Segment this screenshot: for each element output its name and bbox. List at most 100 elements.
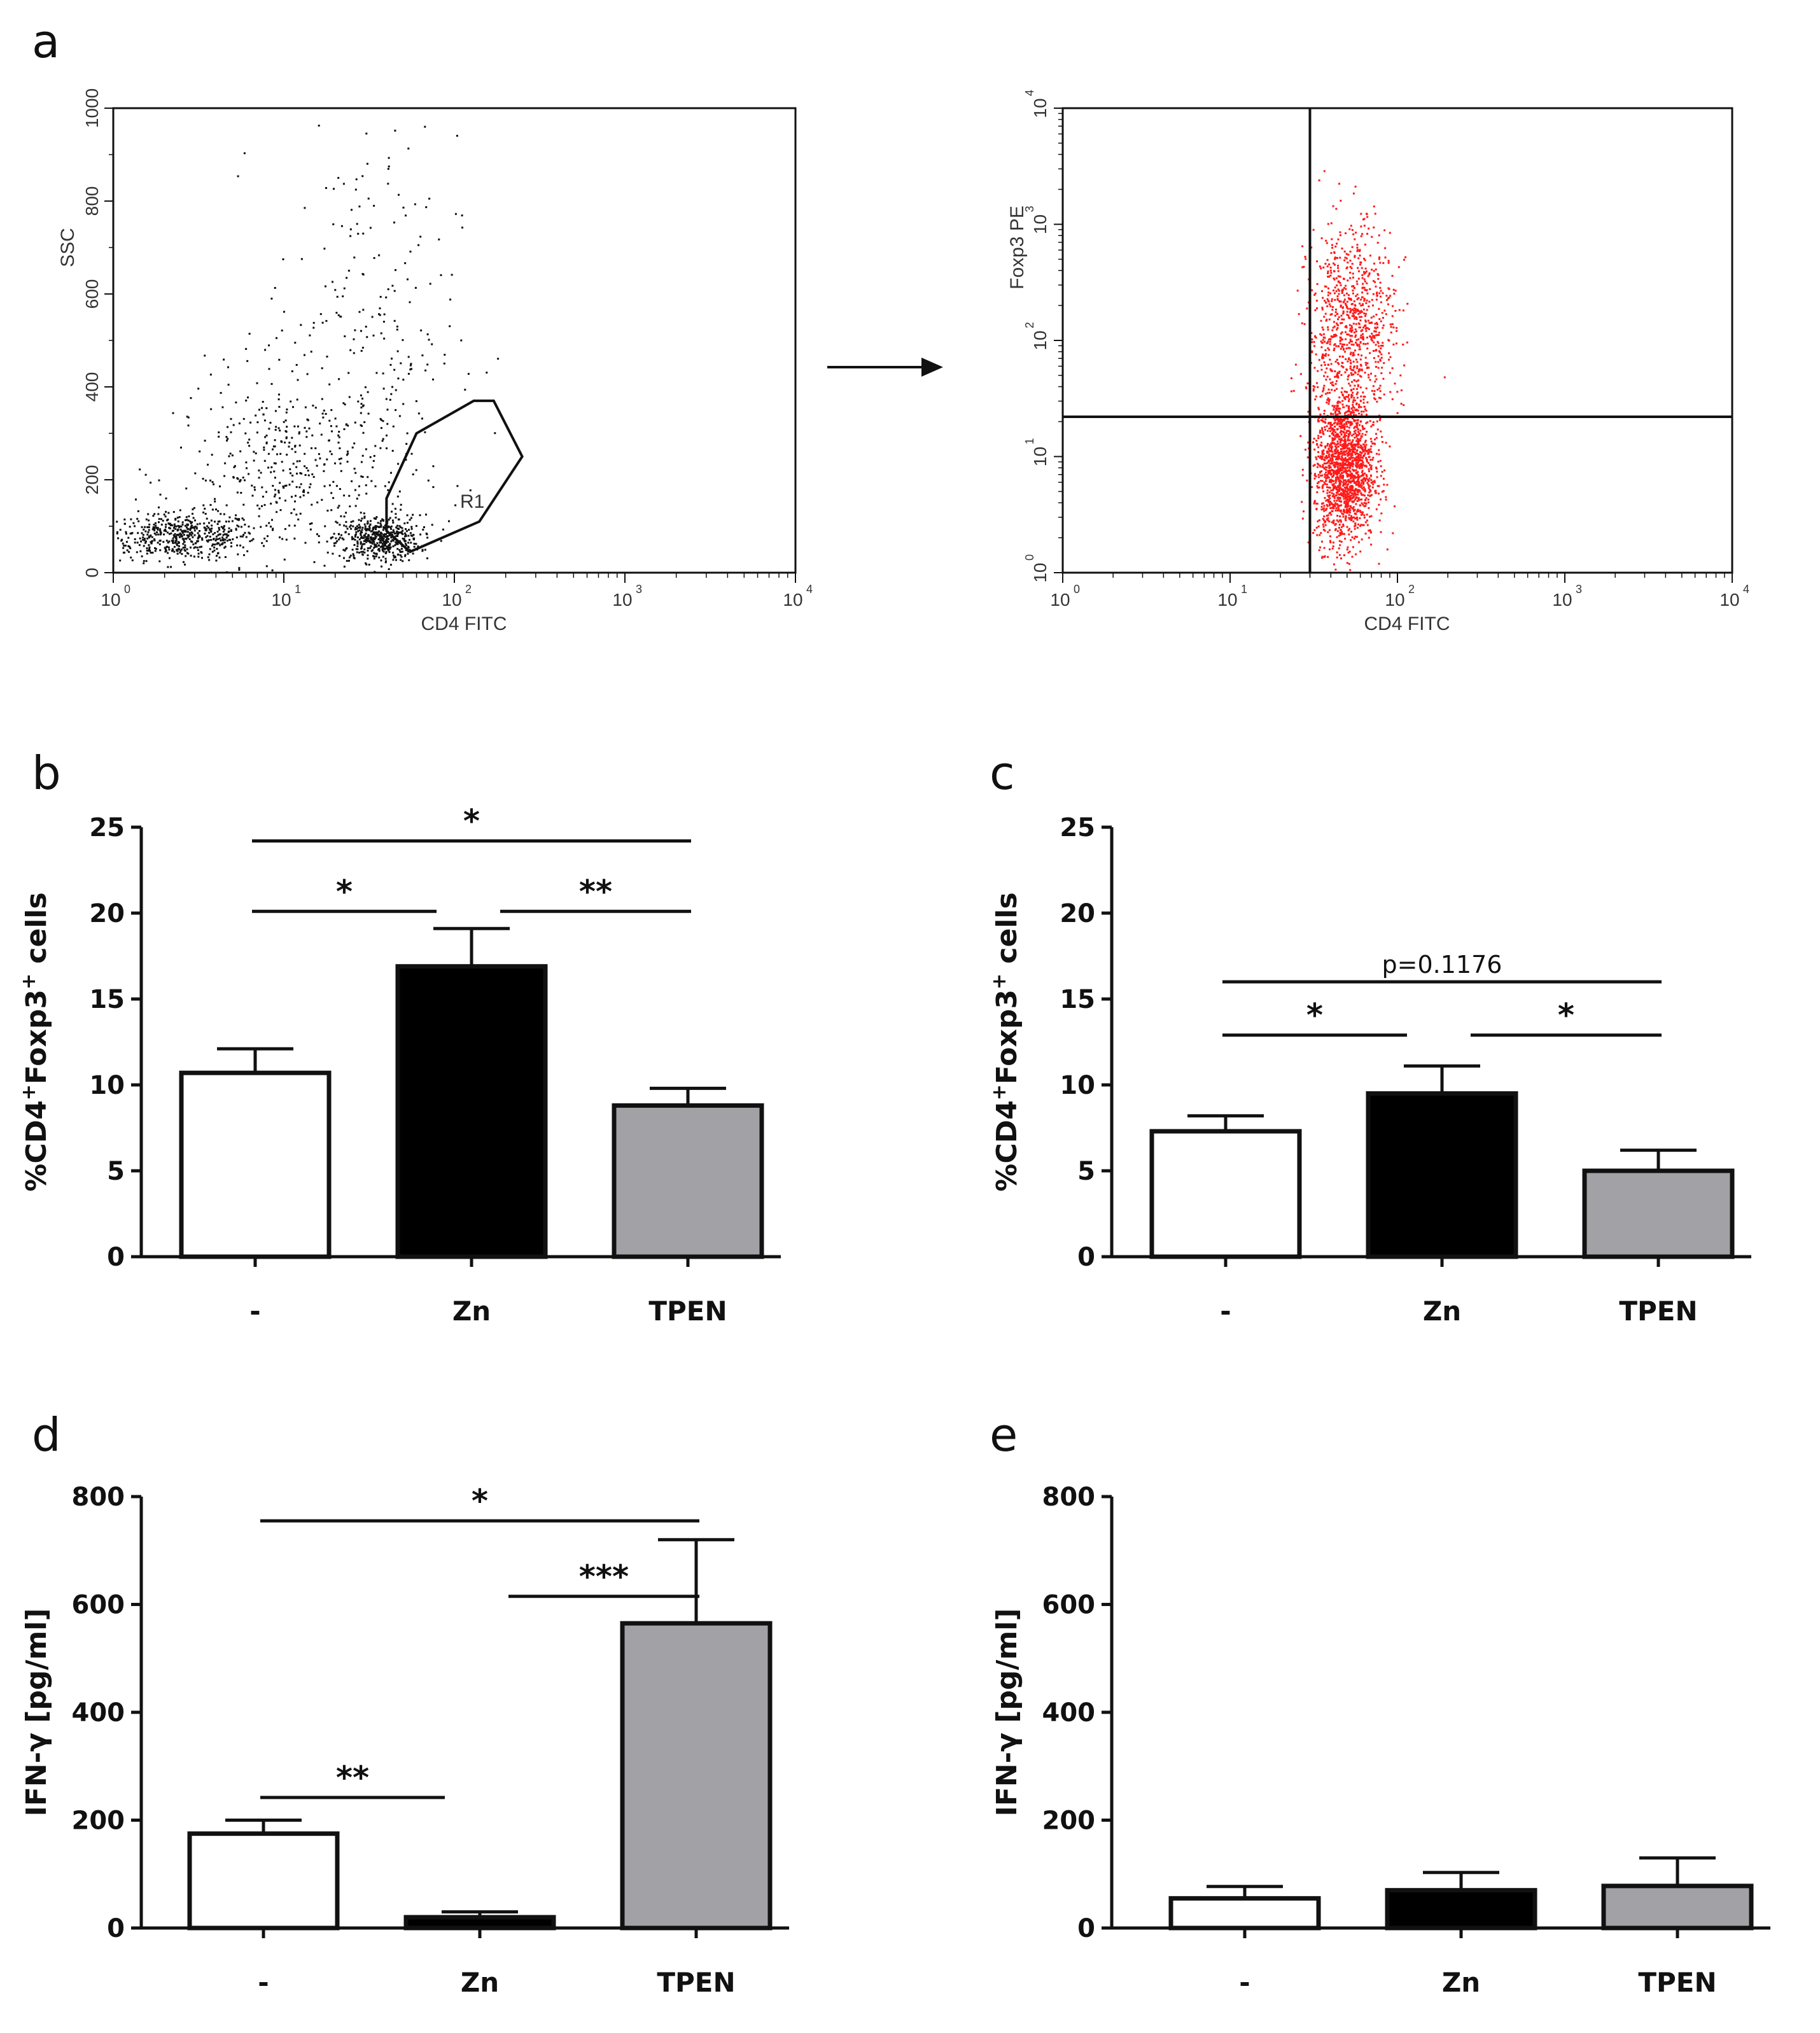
- event-point: [1323, 361, 1326, 363]
- event-point: [1318, 359, 1320, 361]
- event-point: [1364, 489, 1366, 492]
- event-point: [1350, 474, 1353, 477]
- event-point: [1343, 287, 1345, 290]
- event-point: [454, 213, 457, 215]
- event-point: [1341, 457, 1343, 459]
- event-point: [1326, 508, 1328, 510]
- event-point: [217, 510, 220, 512]
- event-point: [164, 528, 167, 531]
- event-point: [1326, 466, 1328, 469]
- event-point: [1336, 515, 1339, 517]
- event-point: [158, 518, 160, 520]
- event-point: [342, 402, 345, 405]
- event-point: [392, 529, 395, 531]
- event-point: [1313, 437, 1315, 440]
- x-tick-label: 10: [442, 590, 461, 610]
- event-point: [1342, 476, 1344, 479]
- event-point: [1338, 508, 1340, 510]
- event-point: [1321, 487, 1324, 489]
- event-point: [1340, 444, 1342, 446]
- event-point: [375, 535, 377, 538]
- event-point: [1352, 406, 1354, 409]
- event-point: [1329, 368, 1332, 370]
- event-point: [1320, 436, 1322, 438]
- bar: [1168, 1896, 1321, 1931]
- event-point: [1375, 492, 1377, 494]
- event-point: [1338, 400, 1340, 403]
- event-point: [1369, 451, 1371, 453]
- event-point: [1360, 304, 1362, 307]
- event-point: [1352, 463, 1354, 465]
- event-point: [272, 485, 274, 487]
- event-point: [1361, 487, 1364, 489]
- event-point: [1345, 446, 1347, 449]
- event-point: [374, 537, 377, 540]
- event-point: [291, 437, 293, 439]
- event-point: [1359, 517, 1361, 519]
- event-point: [1341, 318, 1343, 321]
- event-point: [239, 535, 242, 538]
- event-point: [373, 555, 375, 558]
- event-point: [1312, 388, 1315, 391]
- event-point: [1375, 314, 1378, 316]
- event-point: [1336, 405, 1338, 408]
- event-point: [1301, 322, 1303, 325]
- event-point: [1331, 442, 1334, 445]
- event-point: [1321, 290, 1323, 293]
- event-point: [1331, 424, 1333, 426]
- event-point: [1359, 451, 1361, 453]
- event-point: [375, 544, 377, 546]
- bar: [1366, 1091, 1518, 1259]
- event-point: [1394, 382, 1396, 385]
- event-point: [309, 483, 312, 486]
- event-point: [409, 368, 412, 371]
- event-point: [1336, 519, 1338, 522]
- event-point: [220, 513, 222, 515]
- event-point: [1348, 470, 1351, 472]
- event-point: [350, 520, 353, 523]
- event-point: [1354, 535, 1357, 538]
- event-point: [187, 527, 190, 530]
- event-point: [1361, 479, 1364, 482]
- event-point: [1343, 459, 1345, 462]
- event-point: [1362, 398, 1365, 401]
- event-point: [204, 513, 207, 515]
- event-point: [1355, 402, 1358, 405]
- event-point: [1398, 309, 1401, 311]
- event-point: [1375, 437, 1378, 439]
- event-point: [1388, 288, 1390, 290]
- event-point: [1336, 466, 1339, 468]
- event-point: [1354, 426, 1356, 428]
- event-point: [1334, 389, 1336, 392]
- event-point: [277, 427, 280, 430]
- event-point: [1357, 384, 1359, 386]
- event-point: [366, 336, 368, 339]
- event-point: [1360, 310, 1362, 312]
- event-point: [1322, 517, 1324, 520]
- event-point: [1329, 462, 1331, 465]
- event-point: [354, 188, 357, 191]
- event-point: [143, 528, 145, 531]
- event-point: [395, 269, 396, 271]
- event-point: [1340, 300, 1342, 303]
- y-tick-label-group: 0: [82, 568, 102, 578]
- event-point: [1378, 332, 1380, 334]
- event-point: [278, 393, 280, 396]
- event-point: [382, 537, 385, 540]
- event-point: [1338, 534, 1340, 537]
- event-point: [1359, 263, 1361, 266]
- event-point: [1364, 272, 1367, 274]
- event-point: [172, 541, 174, 543]
- event-point: [281, 329, 283, 332]
- event-point: [1334, 456, 1337, 458]
- event-point: [318, 535, 320, 537]
- event-point: [1381, 367, 1383, 369]
- event-point: [360, 534, 362, 536]
- event-point: [1343, 344, 1345, 346]
- event-point: [141, 532, 143, 534]
- event-point: [1301, 517, 1304, 520]
- event-point: [326, 540, 328, 543]
- y-axis-label-superscript: +: [18, 974, 40, 989]
- event-point: [369, 456, 372, 458]
- event-point: [1370, 515, 1373, 517]
